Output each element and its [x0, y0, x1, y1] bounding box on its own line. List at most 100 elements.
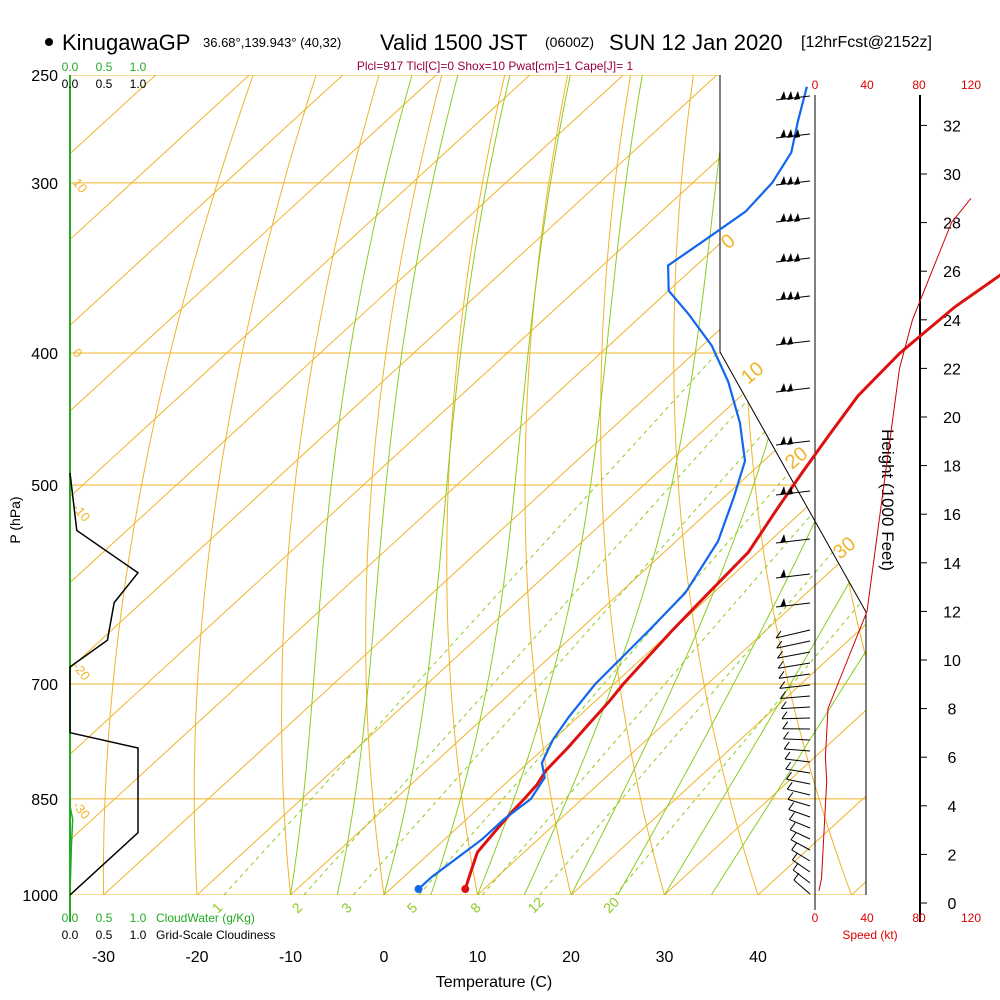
cloud-tick-label: 0.5 — [96, 77, 113, 91]
wind-barb — [784, 758, 811, 763]
wind-barb-flag — [794, 291, 800, 300]
wind-barb-flag — [787, 213, 793, 222]
temperature-tick-label: 0 — [380, 949, 389, 966]
dry-adiabat — [193, 75, 325, 895]
wind-barb-flag — [787, 383, 793, 392]
pressure-axis-label: P (hPa) — [7, 496, 23, 543]
speed-tick-label-top: 40 — [860, 78, 874, 92]
cloudwater-ticks-top: 0.0 0.5 1.0 — [62, 60, 147, 74]
wind-barb-flag — [780, 129, 786, 138]
isotherm-line — [70, 75, 276, 895]
wind-barb-feather — [786, 771, 792, 780]
wind-barb — [775, 629, 811, 639]
wind-barb-feather — [783, 731, 789, 740]
height-tick-label: 4 — [948, 799, 957, 816]
isotherm-line — [445, 75, 866, 895]
isotherm-line — [70, 75, 557, 895]
wind-barb-flag — [787, 91, 793, 100]
wind-barb-flag — [787, 253, 793, 262]
mixing-ratio-line — [614, 352, 866, 895]
wind-barb — [789, 829, 811, 840]
mixing-ratio-line — [303, 352, 791, 895]
wind-barb-feather — [785, 761, 792, 770]
mixing-ratio-label: 5 — [404, 899, 421, 916]
cloud-tick-label: 0.5 — [96, 60, 113, 74]
wind-barb — [791, 849, 811, 862]
cloud-tick-label: 0.0 — [62, 60, 79, 74]
dry-adiabat — [365, 75, 449, 895]
wind-barb-flag — [780, 569, 786, 578]
dewpoint-profile — [417, 86, 808, 890]
wind-barb-flag — [780, 486, 786, 495]
station-name: KinugawaGP — [62, 30, 190, 55]
wind-barb-feather — [776, 640, 783, 649]
cloud-tick-label: 0.5 — [96, 928, 113, 942]
pressure-ticks: 1000 850 700 500 400 300 250 — [22, 68, 58, 905]
speed-tick-label-bottom: 80 — [912, 911, 926, 925]
cloud-tick-label: 1.0 — [130, 60, 147, 74]
wind-barb — [787, 788, 811, 796]
pressure-tick-label: 1000 — [22, 888, 58, 905]
thermo-grid — [70, 75, 866, 895]
wind-barb-feather — [777, 660, 784, 669]
wind-barb-feather — [781, 711, 788, 719]
mixing-ratio-line — [539, 352, 866, 895]
speed-axis-label: Speed (kt) — [842, 928, 897, 942]
wind-barb-flag — [787, 336, 793, 345]
plot-frame — [719, 75, 867, 895]
wind-barb — [781, 717, 811, 720]
temperature-tick-label: 30 — [656, 949, 674, 966]
wind-barb — [786, 778, 811, 785]
speed-tick-label-top: 0 — [812, 78, 819, 92]
moist-adiabat — [617, 75, 866, 895]
dry-adiabat — [673, 75, 769, 895]
wind-barb — [788, 809, 811, 818]
height-tick-label: 30 — [943, 167, 961, 184]
dry-adiabat — [524, 75, 579, 895]
wind-barb — [783, 738, 811, 741]
isotherm-line — [70, 75, 744, 895]
wind-barb-feather — [780, 701, 787, 709]
wind-barb-feather — [784, 751, 791, 760]
temperature-tick-label: -20 — [185, 949, 208, 966]
moist-adiabat — [477, 75, 648, 895]
wind-barb-feather — [775, 630, 782, 639]
wind-barb-feather — [792, 852, 798, 861]
height-tick-label: 18 — [943, 459, 961, 476]
wind-barb-feather — [783, 741, 790, 750]
moist-adiabat — [710, 75, 866, 895]
height-tick-label: 8 — [948, 702, 957, 719]
dry-adiabat — [281, 75, 387, 895]
wind-barb-feather — [790, 832, 797, 841]
wind-barb-flag — [794, 176, 800, 185]
isotherm-line — [632, 75, 866, 895]
valid-zulu: (0600Z) — [545, 34, 594, 50]
wind-barb-flag — [787, 486, 793, 495]
wind-barb-flag — [794, 213, 800, 222]
wind-barbs — [775, 91, 811, 895]
dry-adiabat-label: 30 — [829, 533, 860, 564]
cloud-tick-label: 0.0 — [62, 928, 79, 942]
isotherm-line — [258, 75, 866, 895]
isotherm-line — [70, 75, 183, 895]
isotherm-line — [70, 75, 837, 895]
wind-barb-flag — [780, 253, 786, 262]
wind-barb — [777, 651, 811, 659]
height-tick-label: 10 — [943, 653, 961, 670]
cloudiness-curve — [69, 472, 140, 896]
cloud-tick-label: 0.5 — [96, 911, 113, 925]
cloud-tick-label: 0.0 — [62, 911, 79, 925]
temperature-tick-label: -30 — [92, 949, 115, 966]
dry-adiabat — [446, 75, 511, 895]
cloud-tick-label: 1.0 — [130, 928, 147, 942]
isotherm-label: -20 — [70, 659, 94, 683]
height-tick-label: 26 — [943, 264, 961, 281]
temperature-tick-label: 10 — [469, 949, 487, 966]
station-coords: 36.68°,139.943° (40,32) — [203, 35, 341, 50]
height-tick-label: 2 — [948, 847, 957, 864]
pressure-tick-label: 250 — [31, 68, 58, 85]
surface-dewpoint-marker — [414, 885, 423, 894]
wind-barb-flag — [780, 91, 786, 100]
cloudiness-ticks-bottom: 0.0 0.5 1.0 — [62, 928, 147, 942]
